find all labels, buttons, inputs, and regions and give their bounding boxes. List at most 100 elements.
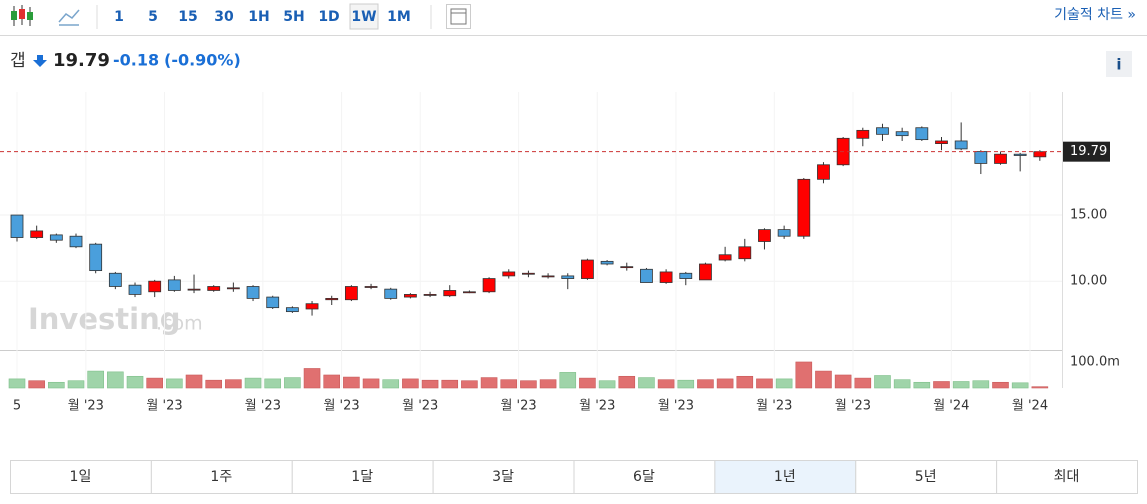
candle-body: [856, 129, 870, 139]
watermark: Investing: [28, 302, 180, 336]
interval-button[interactable]: 1W: [351, 9, 376, 25]
candle-body: [935, 140, 948, 144]
interval-button[interactable]: 1H: [248, 9, 269, 25]
range-label[interactable]: 1년: [774, 469, 796, 485]
y-tick-label: 10.00: [1070, 274, 1107, 289]
interval-button[interactable]: 5H: [283, 9, 304, 25]
range-button[interactable]: [996, 460, 1138, 494]
range-label[interactable]: 6달: [633, 469, 655, 485]
candle-body: [502, 271, 516, 277]
x-tick-label: 월 '23: [835, 399, 871, 414]
candle-body: [463, 291, 476, 294]
candle-body: [915, 127, 929, 141]
volume-bar: [303, 368, 321, 389]
candle-body: [600, 260, 614, 265]
range-button[interactable]: [573, 460, 716, 494]
candle-body: [895, 131, 909, 137]
layout-icon[interactable]: [446, 4, 471, 29]
volume-bar: [972, 380, 990, 389]
volume-bar: [244, 377, 262, 389]
interval-button[interactable]: 15: [178, 9, 197, 25]
volume-bar: [559, 372, 577, 389]
volume-bar: [402, 378, 419, 389]
volume-bar: [205, 379, 222, 389]
candle-body: [10, 214, 24, 238]
candle-body: [581, 259, 594, 279]
interval-button[interactable]: 1D: [318, 9, 339, 25]
volume-bar: [8, 378, 26, 389]
volume-bar: [461, 380, 478, 389]
candle-body: [167, 279, 181, 291]
quote-name: 갭: [10, 51, 26, 71]
interval-button[interactable]: 30: [214, 9, 234, 25]
interval-button[interactable]: 5: [148, 9, 158, 25]
candle-body: [699, 263, 712, 281]
volume-bar: [480, 377, 498, 389]
candle-body: [207, 286, 221, 291]
volume-bar: [893, 379, 911, 389]
volume-bar: [323, 374, 341, 389]
volume-bar: [500, 379, 518, 389]
candle-body: [1033, 151, 1047, 158]
x-tick-label: 월 '23: [323, 399, 359, 414]
range-button[interactable]: [432, 460, 575, 494]
info-label[interactable]: i: [1116, 56, 1121, 74]
candle-body: [954, 140, 968, 150]
x-tick-label: 월 '23: [402, 399, 438, 414]
x-tick-label: 월 '24: [1012, 399, 1048, 414]
candle-icon[interactable]: [11, 5, 33, 26]
volume-bar: [795, 361, 813, 389]
candle-body: [522, 272, 535, 275]
volume-bar: [441, 379, 459, 389]
candle-body: [561, 275, 575, 279]
candle-body: [541, 275, 555, 278]
volume-bar: [1011, 382, 1029, 389]
volume-bar: [697, 379, 714, 389]
candle-body: [148, 280, 162, 293]
candle-body: [364, 286, 378, 288]
volume-bar: [1031, 386, 1049, 389]
candle-body: [69, 235, 83, 248]
info-button[interactable]: [1106, 51, 1132, 77]
range-button[interactable]: [10, 460, 152, 494]
candle-body: [49, 234, 63, 241]
candle-body: [620, 266, 634, 269]
x-tick-label: 월 '24: [933, 399, 969, 414]
range-label[interactable]: 1주: [210, 469, 232, 485]
interval-active[interactable]: [349, 3, 379, 30]
volume-bar: [716, 378, 734, 389]
volume-bar: [815, 370, 832, 389]
candle-body: [640, 268, 653, 283]
range-button[interactable]: [150, 460, 293, 494]
x-tick-label: 월 '23: [579, 399, 615, 414]
candle-body: [482, 278, 496, 293]
volume-bar: [834, 374, 852, 389]
candle-body: [285, 307, 299, 313]
range-label[interactable]: 1달: [351, 469, 373, 485]
volume-bar: [343, 376, 360, 389]
range-label[interactable]: 3달: [492, 469, 514, 485]
volume-bar: [657, 379, 675, 389]
volume-bar: [520, 380, 537, 389]
interval-button[interactable]: 1: [114, 9, 124, 25]
candle-body: [817, 164, 830, 180]
candle-body: [718, 254, 732, 261]
range-button[interactable]: [291, 460, 434, 494]
candle-body: [30, 230, 44, 238]
range-label[interactable]: 최대: [1054, 469, 1080, 485]
interval-button[interactable]: 1M: [387, 9, 411, 25]
volume-bar: [874, 375, 891, 389]
candle-body: [443, 290, 457, 297]
quote-price: 19.79: [53, 50, 110, 71]
volume-bar: [913, 381, 931, 389]
volume-tick-label: 100.0m: [1070, 354, 1120, 369]
range-label[interactable]: 1일: [70, 469, 92, 485]
volume-bar: [638, 377, 655, 389]
x-tick-label: 5: [13, 399, 21, 414]
candle-body: [423, 294, 437, 296]
range-label[interactable]: 5년: [915, 469, 937, 485]
technical-link[interactable]: 기술적 차트 »: [1054, 7, 1136, 23]
line-icon[interactable]: [58, 9, 80, 26]
